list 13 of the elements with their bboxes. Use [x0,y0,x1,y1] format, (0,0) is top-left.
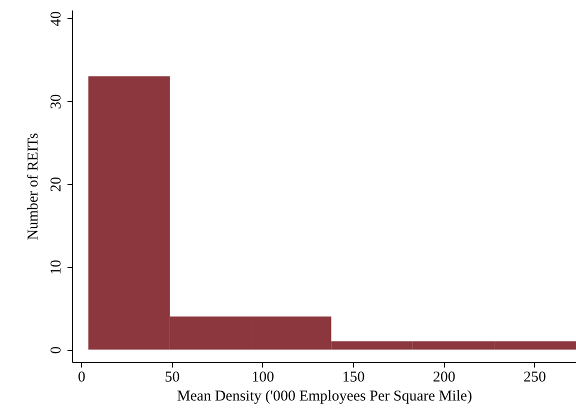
x-tick-label: 150 [342,370,365,386]
x-tick-label: 100 [252,370,274,386]
x-axis-title: Mean Density ('000 Employees Per Square Mile) [176,388,472,404]
x-tick-label: 200 [432,370,456,386]
y-axis-title: Number of REITs [26,132,42,240]
x-tick-label: 50 [164,370,180,386]
y-tick-label: 20 [48,176,64,192]
x-tick-label: 250 [524,370,546,386]
x-tick-label: 0 [78,370,86,386]
y-tick-label: 40 [48,11,64,26]
y-tick-label: 0 [48,346,64,354]
y-tick-label: 30 [48,94,64,110]
y-tick-label: 10 [48,260,64,275]
